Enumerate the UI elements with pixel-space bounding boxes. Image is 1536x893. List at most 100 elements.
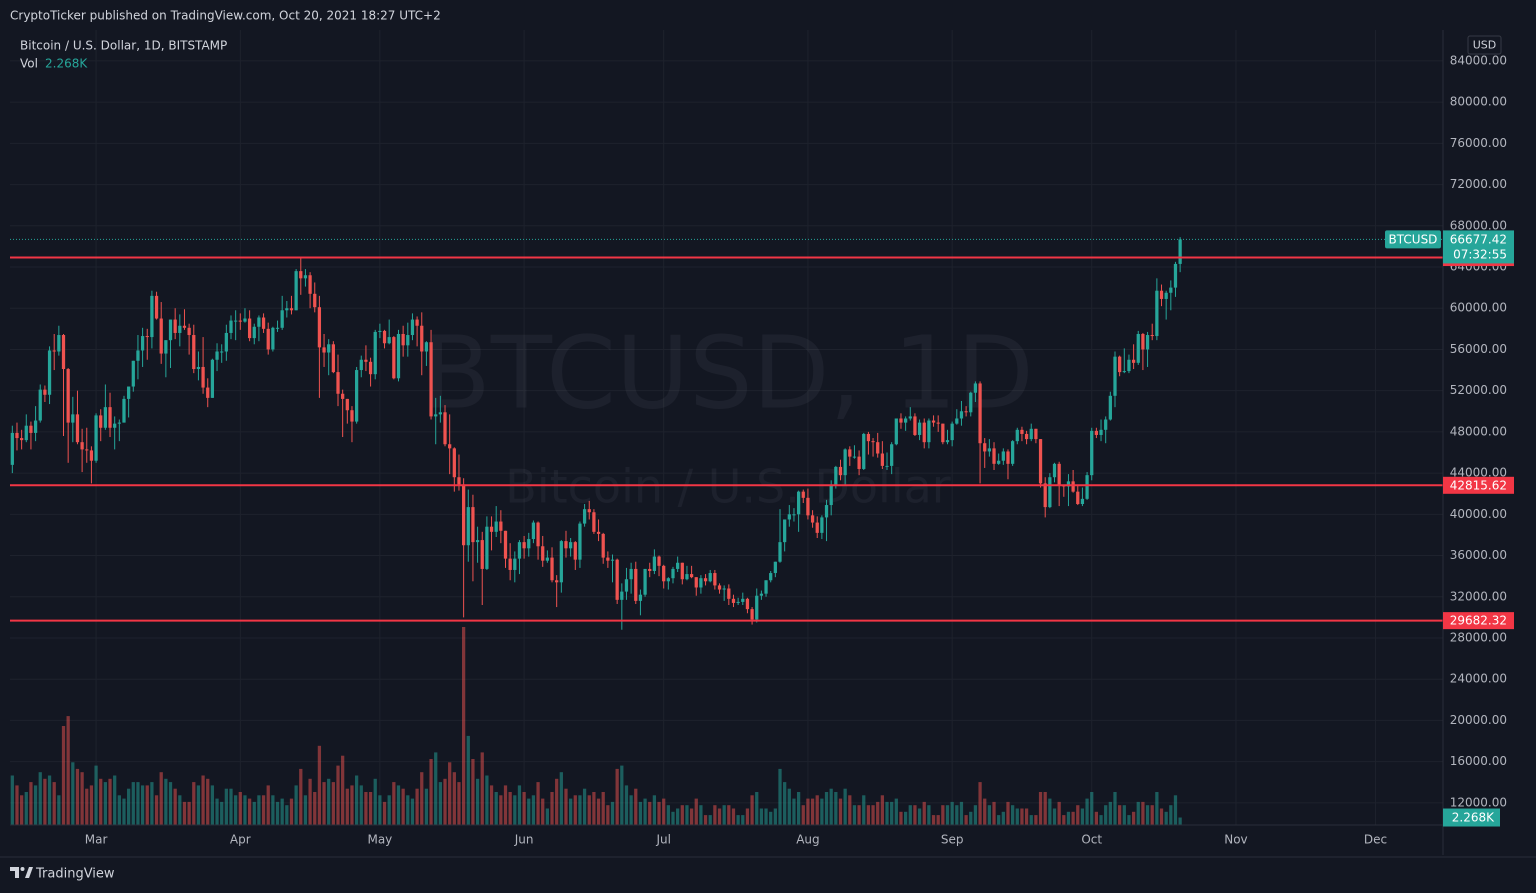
volume-bar: [717, 808, 722, 825]
candle-body: [475, 540, 480, 543]
candle-body: [527, 539, 531, 549]
volume-bar: [508, 792, 512, 825]
candle-body: [778, 542, 782, 562]
currency-box[interactable]: [1467, 35, 1502, 55]
currency[interactable]: USD: [1473, 39, 1497, 52]
volume-bar: [94, 765, 98, 825]
candle-body: [899, 418, 903, 423]
volume-bar: [1164, 811, 1168, 825]
volume-bar: [983, 798, 987, 825]
volume-bar: [229, 788, 233, 825]
candle-body: [210, 359, 215, 398]
candle-body: [536, 522, 540, 547]
x-tick-label: Nov: [1224, 833, 1247, 847]
candle-body: [122, 398, 126, 423]
volume-bar: [1048, 798, 1052, 825]
volume-bar: [122, 798, 126, 825]
volume-bar: [457, 782, 461, 825]
candle-body: [489, 526, 494, 532]
volume-bar: [536, 782, 540, 825]
candle-body: [341, 393, 345, 399]
candle-body: [1094, 430, 1099, 435]
candle-body: [1066, 481, 1071, 487]
candle-body: [1052, 463, 1057, 478]
candle-body: [503, 530, 508, 559]
volume-bar: [1145, 805, 1150, 825]
candle-body: [997, 460, 1001, 464]
candle-body: [173, 319, 177, 333]
volume-bar: [955, 805, 959, 825]
candle-body: [94, 415, 98, 461]
volume-bar: [52, 782, 56, 825]
level-label-box: [1443, 476, 1514, 494]
candle-body: [359, 359, 363, 371]
volume-bar: [196, 785, 201, 825]
candle-body: [945, 440, 950, 443]
candle-body: [610, 559, 615, 561]
volume-bar: [796, 792, 801, 825]
countdown-label: 07:32:55: [1453, 247, 1507, 261]
candle-body: [1020, 429, 1024, 434]
candle-body: [955, 418, 959, 424]
candle-body: [485, 526, 489, 569]
volume-bar: [894, 798, 898, 825]
volume-bar: [57, 795, 61, 825]
candle-body: [29, 425, 33, 433]
candle-body: [457, 477, 461, 485]
volume-bar: [303, 795, 308, 825]
volume-bar: [461, 627, 466, 825]
volume-bar: [1038, 792, 1043, 825]
candle-body: [280, 310, 284, 328]
volume-bar: [499, 795, 503, 825]
volume-bar: [285, 805, 289, 825]
volume-bar: [1159, 808, 1164, 825]
candle-body: [643, 568, 647, 595]
y-tick-label: 32000.00: [1450, 589, 1507, 603]
volume-bar: [373, 778, 377, 825]
candle-body: [1006, 451, 1010, 464]
candle-body: [154, 295, 159, 319]
volume-bar: [545, 808, 550, 825]
volume-bar: [178, 795, 182, 825]
volume-bar: [243, 795, 247, 825]
candle-body: [1015, 429, 1019, 442]
candle-body: [47, 350, 52, 395]
volume-bar: [392, 782, 396, 825]
candle-body: [545, 557, 550, 561]
candle-body: [499, 521, 503, 531]
candle-body: [569, 542, 573, 549]
volume-bar: [103, 782, 108, 825]
publish-header: CryptoTicker published on TradingView.co…: [10, 9, 441, 23]
volume-bar: [582, 788, 587, 825]
volume-bar: [517, 785, 522, 825]
level-label: 29682.32: [1450, 614, 1507, 628]
candle-body: [834, 466, 838, 486]
volume-bar: [187, 801, 191, 825]
volume-bar: [210, 785, 215, 825]
volume-bar: [331, 782, 335, 825]
volume-bar: [289, 798, 294, 825]
volume-bar: [778, 768, 782, 825]
candle-body: [168, 319, 173, 341]
volume-bar: [945, 805, 950, 825]
volume-bar: [1085, 798, 1089, 825]
candle-body: [843, 449, 847, 476]
volume-bar: [1024, 808, 1029, 825]
volume-bar: [489, 785, 494, 825]
y-tick-label: 60000.00: [1450, 301, 1507, 315]
volume-bar: [364, 792, 368, 825]
candle-body: [299, 271, 303, 279]
volume-bar: [429, 759, 433, 825]
candle-body: [852, 456, 857, 458]
candle-body: [471, 507, 475, 543]
candle-body: [406, 335, 410, 346]
candle-body: [620, 591, 624, 600]
volume-bar: [401, 788, 405, 825]
volume-bar: [652, 795, 657, 825]
volume-bar: [755, 792, 759, 825]
candle-body: [1141, 333, 1145, 350]
candle-body: [1034, 428, 1038, 440]
candle-body: [857, 456, 861, 469]
volume-bar: [1118, 805, 1122, 825]
volume-bar: [434, 752, 438, 825]
